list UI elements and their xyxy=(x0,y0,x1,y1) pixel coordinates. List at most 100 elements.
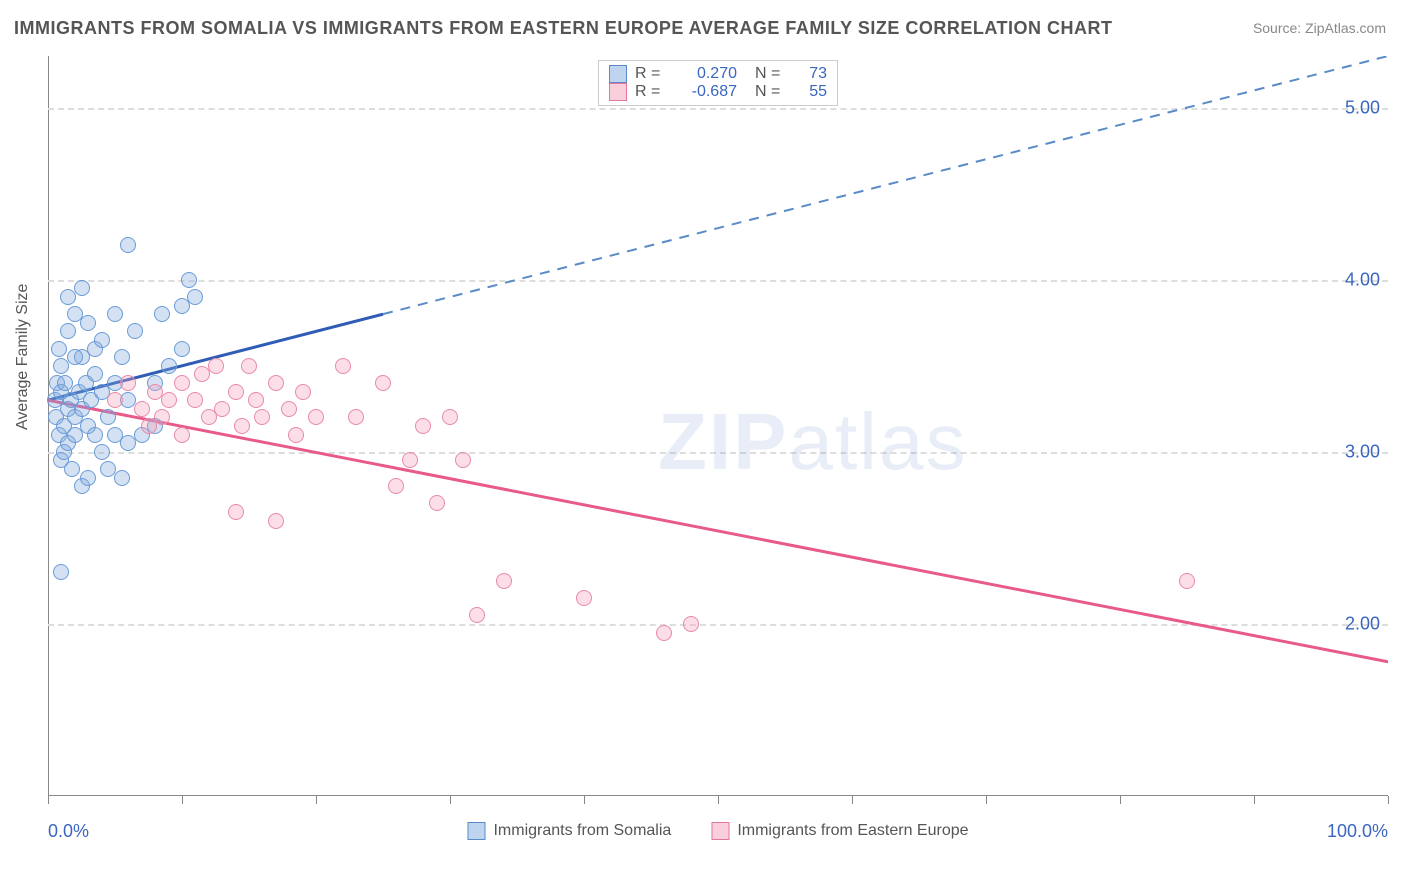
n-label: N = xyxy=(755,83,789,101)
scatter-point xyxy=(161,358,177,374)
scatter-point xyxy=(87,427,103,443)
legend-item: Immigrants from Eastern Europe xyxy=(711,822,968,840)
scatter-point xyxy=(248,392,264,408)
x-axis-max-label: 100.0% xyxy=(1327,821,1388,842)
scatter-point xyxy=(53,564,69,580)
scatter-point xyxy=(67,349,83,365)
scatter-point xyxy=(268,513,284,529)
y-tick-label: 4.00 xyxy=(1345,269,1380,290)
scatter-point xyxy=(154,306,170,322)
scatter-point xyxy=(127,323,143,339)
x-tick xyxy=(450,796,451,804)
scatter-point xyxy=(308,409,324,425)
scatter-point xyxy=(161,392,177,408)
trend-lines xyxy=(48,56,1388,836)
x-axis-min-label: 0.0% xyxy=(48,821,89,842)
r-label: R = xyxy=(635,83,669,101)
scatter-point xyxy=(208,358,224,374)
r-value-blue: 0.270 xyxy=(677,65,737,83)
scatter-point xyxy=(174,375,190,391)
scatter-point xyxy=(375,375,391,391)
x-tick xyxy=(852,796,853,804)
x-tick xyxy=(986,796,987,804)
scatter-point xyxy=(288,427,304,443)
chart-title: IMMIGRANTS FROM SOMALIA VS IMMIGRANTS FR… xyxy=(14,18,1113,39)
y-tick-label: 2.00 xyxy=(1345,613,1380,634)
legend-bottom: Immigrants from Somalia Immigrants from … xyxy=(467,822,968,840)
scatter-point xyxy=(64,461,80,477)
scatter-point xyxy=(214,401,230,417)
scatter-point xyxy=(442,409,458,425)
scatter-point xyxy=(80,470,96,486)
scatter-point xyxy=(335,358,351,374)
scatter-point xyxy=(402,452,418,468)
legend-item-label: Immigrants from Somalia xyxy=(493,822,671,840)
scatter-point xyxy=(94,444,110,460)
swatch-icon xyxy=(609,65,627,83)
y-tick-label: 5.00 xyxy=(1345,97,1380,118)
chart-area: 2.00 3.00 4.00 5.00 ZIPatlas R = 0.270 N = … xyxy=(48,56,1388,836)
grid-line xyxy=(48,280,1388,282)
swatch-icon xyxy=(467,822,485,840)
y-tick-label: 3.00 xyxy=(1345,441,1380,462)
x-tick xyxy=(1120,796,1121,804)
r-value-pink: -0.687 xyxy=(677,83,737,101)
x-tick xyxy=(1388,796,1389,804)
scatter-point xyxy=(181,272,197,288)
scatter-point xyxy=(100,409,116,425)
scatter-point xyxy=(80,315,96,331)
scatter-point xyxy=(415,418,431,434)
n-value-blue: 73 xyxy=(797,65,827,83)
scatter-point xyxy=(74,280,90,296)
x-tick xyxy=(584,796,585,804)
scatter-point xyxy=(295,384,311,400)
swatch-icon xyxy=(609,83,627,101)
legend-item: Immigrants from Somalia xyxy=(467,822,671,840)
scatter-point xyxy=(1179,573,1195,589)
scatter-point xyxy=(94,332,110,348)
scatter-point xyxy=(107,392,123,408)
scatter-point xyxy=(241,358,257,374)
n-value-pink: 55 xyxy=(797,83,827,101)
scatter-point xyxy=(60,323,76,339)
scatter-point xyxy=(187,289,203,305)
x-tick xyxy=(316,796,317,804)
swatch-icon xyxy=(711,822,729,840)
scatter-point xyxy=(656,625,672,641)
y-axis-line xyxy=(48,56,49,796)
scatter-point xyxy=(469,607,485,623)
scatter-point xyxy=(114,349,130,365)
legend-item-label: Immigrants from Eastern Europe xyxy=(737,822,968,840)
scatter-point xyxy=(154,409,170,425)
scatter-point xyxy=(348,409,364,425)
scatter-point xyxy=(429,495,445,511)
source-label: Source: ZipAtlas.com xyxy=(1253,20,1386,36)
scatter-point xyxy=(51,341,67,357)
scatter-point xyxy=(174,427,190,443)
scatter-point xyxy=(455,452,471,468)
n-label: N = xyxy=(755,65,789,83)
x-tick xyxy=(182,796,183,804)
scatter-point xyxy=(120,237,136,253)
scatter-point xyxy=(268,375,284,391)
legend-top: R = 0.270 N = 73 R = -0.687 N = 55 xyxy=(598,60,838,106)
scatter-point xyxy=(134,401,150,417)
y-axis-title: Average Family Size xyxy=(14,284,32,430)
grid-line xyxy=(48,108,1388,110)
x-tick xyxy=(1254,796,1255,804)
scatter-point xyxy=(254,409,270,425)
x-tick xyxy=(48,796,49,804)
scatter-point xyxy=(87,366,103,382)
scatter-point xyxy=(234,418,250,434)
r-label: R = xyxy=(635,65,669,83)
watermark: ZIPatlas xyxy=(658,396,967,488)
scatter-point xyxy=(576,590,592,606)
scatter-point xyxy=(683,616,699,632)
x-tick xyxy=(718,796,719,804)
grid-line xyxy=(48,624,1388,626)
grid-line xyxy=(48,452,1388,454)
scatter-point xyxy=(107,306,123,322)
scatter-point xyxy=(114,470,130,486)
scatter-point xyxy=(187,392,203,408)
scatter-point xyxy=(496,573,512,589)
